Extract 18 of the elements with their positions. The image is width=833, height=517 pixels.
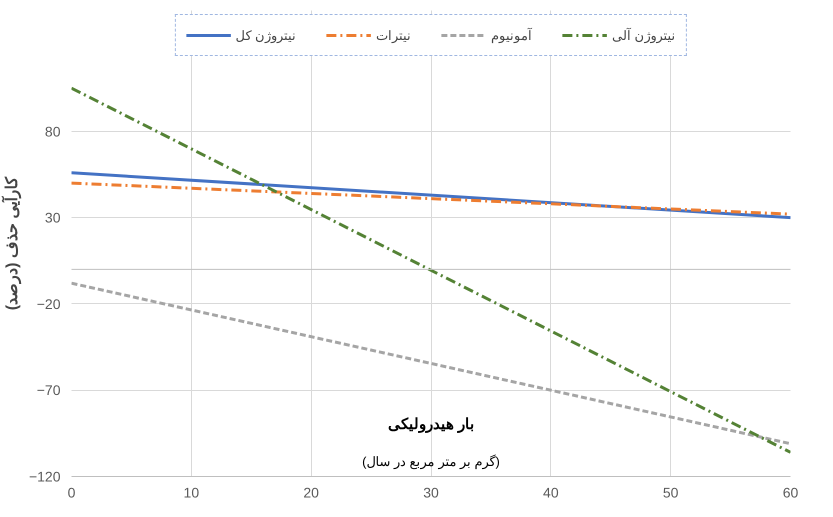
x-tick-label: 20 bbox=[303, 484, 320, 500]
y-tick-label: −20 bbox=[36, 296, 61, 312]
y-tick-label: 30 bbox=[44, 210, 61, 226]
x-tick-label: 0 bbox=[68, 484, 76, 500]
legend-label: نیترات bbox=[376, 28, 411, 42]
y-axis-title: کارآیی حذف (درصد) bbox=[0, 176, 22, 310]
x-tick-label: 40 bbox=[543, 484, 559, 500]
x-tick-label: 60 bbox=[782, 484, 798, 500]
y-tick-label: 80 bbox=[44, 123, 61, 140]
x-tick-label: 10 bbox=[184, 484, 200, 500]
legend-label: آمونیوم bbox=[491, 28, 532, 42]
legend-label: نیتروژن کل bbox=[235, 28, 296, 42]
y-tick-label: −70 bbox=[36, 382, 61, 398]
legend-label: نیتروژن آلی bbox=[612, 28, 676, 42]
text: بار هیدرولیکی (گرم بر متر مربع در سال) bbox=[362, 416, 500, 470]
x-tick-label: 30 bbox=[423, 484, 439, 500]
y-tick-label: −120 bbox=[28, 468, 61, 484]
x-tick-label: 50 bbox=[662, 484, 679, 500]
